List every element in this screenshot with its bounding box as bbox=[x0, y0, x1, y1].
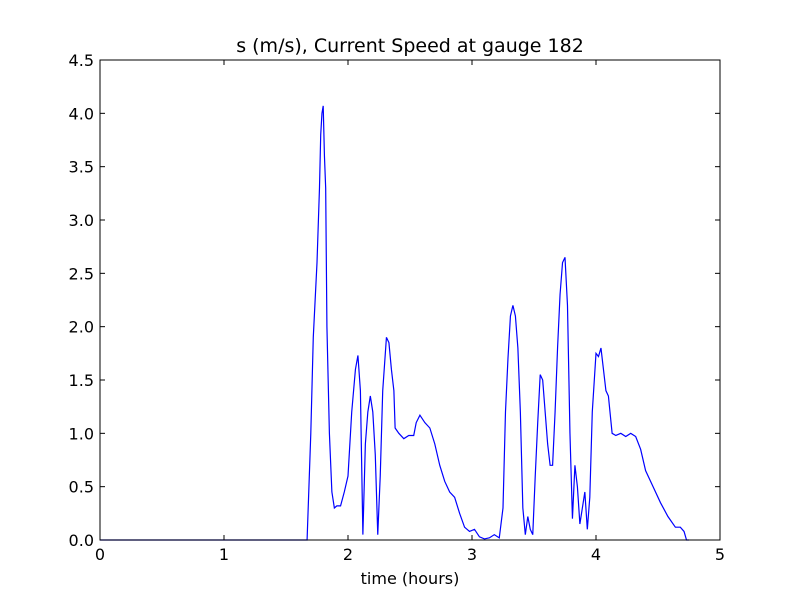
x-axis-label: time (hours) bbox=[361, 569, 460, 588]
y-tick-label: 4.5 bbox=[69, 51, 94, 70]
y-tick-label: 1.0 bbox=[69, 424, 94, 443]
y-tick-label: 0.0 bbox=[69, 531, 94, 550]
y-tick-label: 3.5 bbox=[69, 158, 94, 177]
x-tick-label: 4 bbox=[591, 545, 601, 564]
y-tick-label: 4.0 bbox=[69, 104, 94, 123]
y-tick-label: 3.0 bbox=[69, 211, 94, 230]
x-tick-label: 1 bbox=[219, 545, 229, 564]
y-tick-label: 2.0 bbox=[69, 318, 94, 337]
x-tick-label: 5 bbox=[715, 545, 725, 564]
data-line bbox=[100, 105, 689, 541]
x-tick-label: 3 bbox=[467, 545, 477, 564]
x-tick-label: 2 bbox=[343, 545, 353, 564]
x-tick-label: 0 bbox=[95, 545, 105, 564]
y-tick-label: 1.5 bbox=[69, 371, 94, 390]
chart-title: s (m/s), Current Speed at gauge 182 bbox=[236, 35, 584, 57]
y-tick-label: 0.5 bbox=[69, 478, 94, 497]
plot-frame bbox=[99, 59, 721, 541]
y-tick-label: 2.5 bbox=[69, 264, 94, 283]
